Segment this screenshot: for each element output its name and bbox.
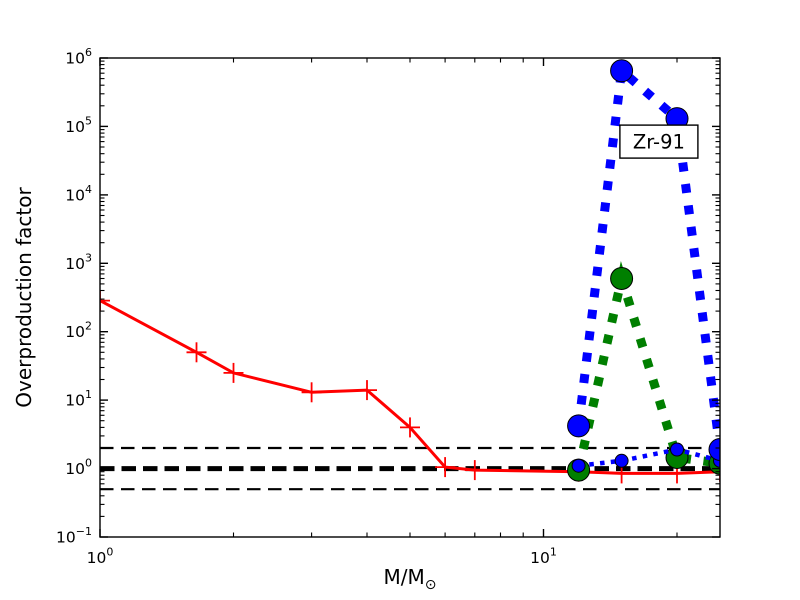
- tick-label: 103: [65, 251, 92, 273]
- tick-label: 105: [65, 114, 92, 136]
- plot-data: [100, 59, 720, 491]
- tick-label: 101: [65, 388, 92, 410]
- series-blue-dotted-large-circles: [567, 59, 720, 461]
- tick-label: 100: [87, 546, 114, 568]
- tick-label: 102: [65, 320, 92, 342]
- x-axis: 100 101 M/M⊙: [87, 58, 678, 593]
- annotation-box: [619, 124, 699, 159]
- tick-label: 100: [65, 457, 92, 479]
- y-axis-label: Overproduction factor: [12, 187, 36, 408]
- x-axis-label: M/M⊙: [384, 565, 437, 593]
- series-blue-dotted-small-circles: [571, 442, 720, 473]
- annotation-text: Zr-91: [633, 131, 685, 154]
- tick-label: 104: [65, 183, 92, 205]
- tick-label: 10−1: [56, 525, 92, 547]
- tick-label: 106: [65, 46, 92, 68]
- annotation-zr-91: Zr-91: [619, 124, 699, 159]
- tick-label: 101: [530, 546, 557, 568]
